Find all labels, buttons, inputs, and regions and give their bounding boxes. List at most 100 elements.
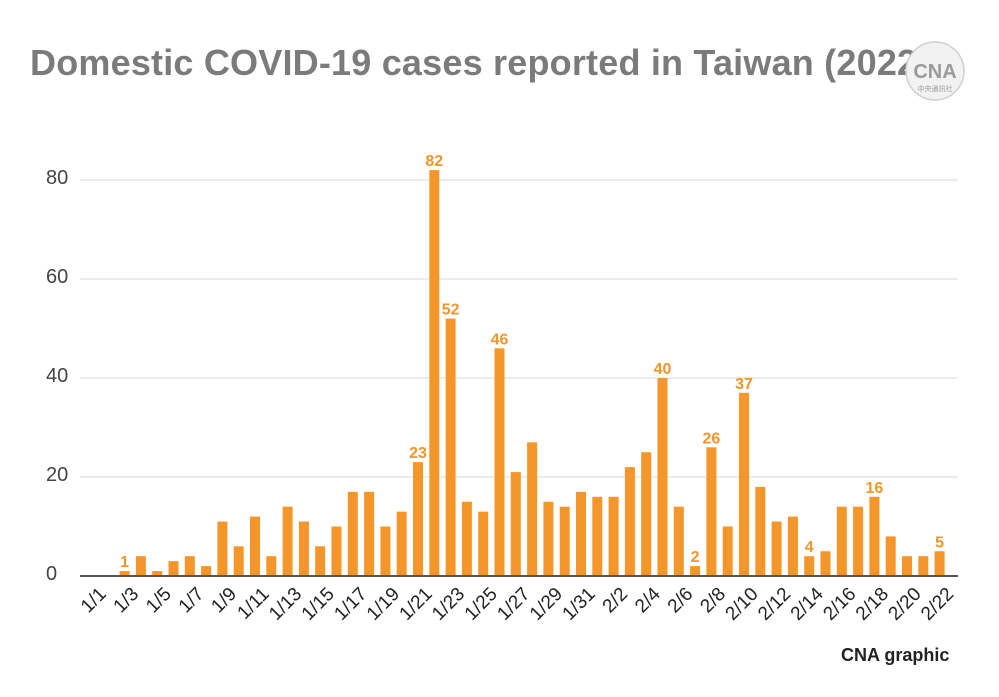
data-label: 5 [935, 534, 944, 551]
x-tick-label: 2/20 [885, 584, 926, 625]
bars [119, 170, 945, 576]
bar [233, 546, 244, 576]
bar [902, 556, 912, 576]
bar [853, 506, 864, 576]
bar [250, 516, 260, 576]
data-label: 16 [866, 480, 884, 497]
y-tick-label: 60 [46, 266, 68, 288]
x-tick-label: 1/13 [265, 584, 306, 625]
data-label: 2 [691, 549, 700, 566]
x-tick-label: 2/10 [722, 584, 763, 625]
bar [722, 526, 733, 576]
x-tick-label: 1/21 [396, 584, 437, 625]
y-tick-label: 20 [46, 464, 68, 486]
bar [445, 318, 456, 576]
bar [771, 521, 782, 576]
data-label: 46 [491, 331, 509, 348]
bar [461, 501, 472, 576]
bar [135, 556, 146, 576]
bar [559, 506, 570, 576]
x-tick-label: 1/5 [142, 584, 176, 618]
bar [592, 496, 603, 576]
data-label: 23 [409, 445, 427, 462]
x-axis-ticks: 1/1 1/3 1/5 1/7 1/91/111/131/151/171/191/211… [77, 583, 958, 624]
bar [755, 486, 766, 576]
bar [787, 516, 798, 576]
x-tick-label: 2/14 [787, 583, 828, 624]
bar [282, 506, 293, 576]
y-tick-label: 0 [46, 563, 57, 585]
x-tick-label: 1/29 [526, 584, 567, 625]
x-tick-label: 1/27 [493, 584, 534, 625]
bar [641, 452, 652, 576]
x-tick-label: 1/11 [234, 584, 274, 624]
bar [934, 551, 945, 576]
x-tick-label: 1/23 [428, 584, 469, 625]
gridlines [80, 179, 958, 478]
logo-subtext: 中央通訊社 [918, 84, 953, 93]
x-tick-label: 1/17 [330, 584, 371, 625]
bar [804, 556, 815, 576]
data-label: 52 [442, 302, 460, 319]
bar [478, 511, 489, 576]
x-tick-label: 1/3 [110, 584, 144, 618]
bar [298, 521, 309, 576]
bar [494, 348, 505, 576]
x-tick-label: 1/19 [363, 584, 404, 625]
bar [380, 526, 391, 576]
cna-logo-icon: CNA 中央通訊社 [905, 41, 965, 101]
x-tick-label: 1/31 [559, 584, 600, 625]
bar [527, 442, 538, 576]
x-tick-label: 2/4 [631, 583, 665, 617]
bar [119, 571, 130, 576]
credit-text: CNA graphic [841, 645, 950, 665]
bar [331, 526, 342, 576]
y-tick-label: 80 [46, 167, 68, 189]
x-tick-label: 1/7 [175, 584, 209, 618]
bar [201, 566, 212, 576]
data-label: 1 [120, 554, 129, 571]
x-tick-label: 1/15 [298, 584, 339, 625]
bar [347, 491, 358, 576]
x-tick-label: 2/18 [852, 584, 893, 625]
bar [706, 447, 717, 576]
x-tick-label: 2/12 [754, 584, 795, 625]
bar [315, 546, 326, 576]
bar [413, 462, 423, 576]
bar [266, 556, 277, 576]
bar [543, 501, 554, 576]
x-tick-label: 2/6 [664, 584, 698, 618]
data-label: 82 [425, 153, 443, 170]
chart-title: Domestic COVID-19 cases reported in Taiw… [30, 42, 930, 83]
bar [168, 561, 179, 576]
bar [364, 491, 375, 576]
bar [885, 536, 896, 576]
bar [510, 472, 521, 576]
bar [820, 551, 831, 576]
data-label: 4 [805, 539, 814, 556]
y-axis-ticks: 0 20 40 60 80 [46, 167, 68, 585]
bar [690, 566, 701, 576]
bar [836, 506, 847, 576]
bar [429, 170, 440, 576]
x-tick-label: 2/22 [917, 584, 958, 625]
bar [576, 491, 586, 576]
x-tick-label: 2/16 [819, 584, 860, 625]
x-tick-label: 1/1 [77, 584, 111, 618]
bar [869, 496, 880, 576]
bar [396, 511, 407, 576]
x-tick-label: 1/25 [461, 584, 502, 625]
data-label: 26 [703, 430, 721, 447]
data-labels: 1 23 82 52 46 40 2 26 37 4 16 5 [120, 153, 944, 571]
y-tick-label: 40 [46, 365, 68, 387]
data-label: 40 [654, 361, 672, 378]
x-tick-label: 2/2 [599, 584, 633, 618]
logo-text: CNA [913, 61, 956, 83]
bar [217, 521, 228, 576]
bar [918, 556, 929, 576]
bar [184, 556, 195, 576]
bar [624, 467, 635, 576]
bar [657, 378, 668, 576]
bar [739, 392, 749, 576]
